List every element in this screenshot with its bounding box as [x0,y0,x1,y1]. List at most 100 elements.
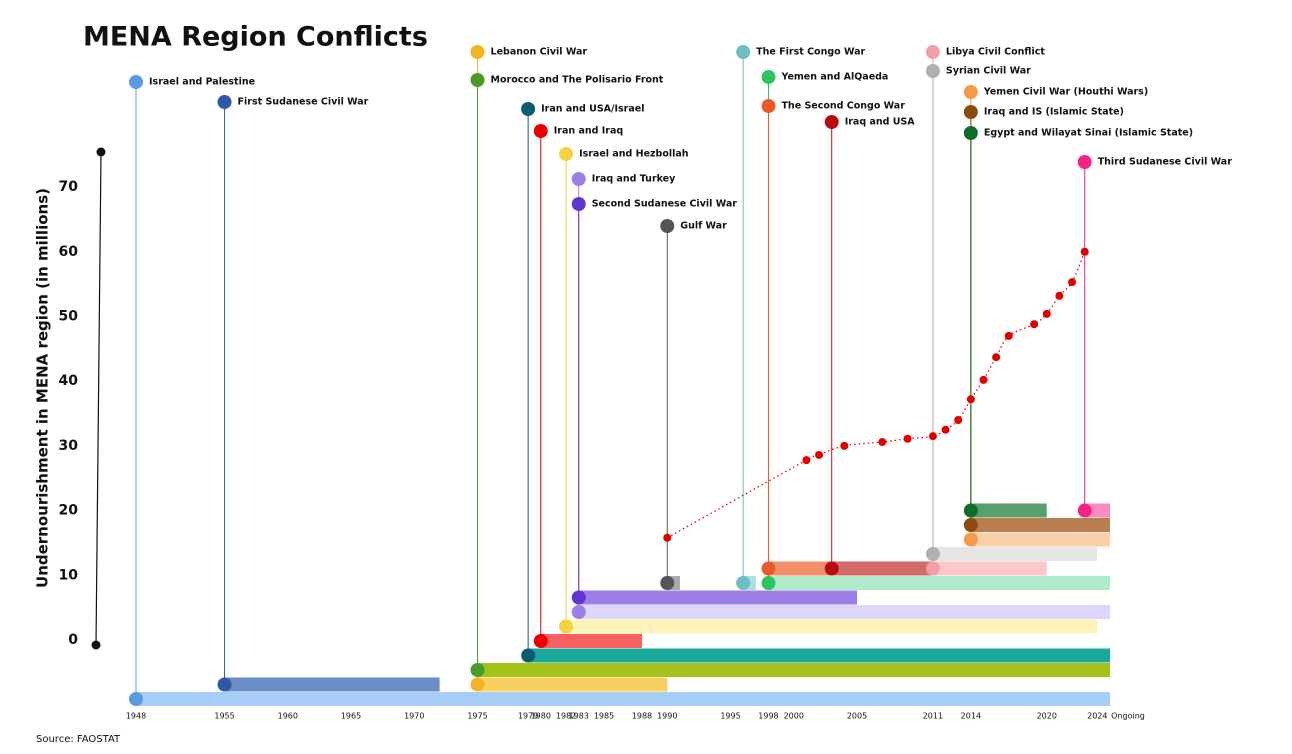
label-marker [571,197,586,211]
label-marker [925,64,940,78]
y-tick-label: 70 [59,179,79,195]
conflict-label: Syrian Civil War [946,66,1031,77]
data-point [903,434,912,443]
data-point [1042,309,1051,318]
conflict-bar [831,561,933,576]
conflict-label: Yemen Civil War (Houthi Wars) [983,87,1148,98]
conflict-label: Iraq and USA [845,117,916,128]
conflict-label: Third Sudanese Civil War [1098,157,1233,168]
conflict-label: Egypt and Wilayat Sinai (Islamic State) [984,128,1193,139]
conflict-label: Gulf War [680,221,727,232]
data-point [954,415,963,424]
undernourishment-line [666,251,1086,539]
conflict-start-marker [660,576,675,590]
conflict-label: Israel and Hezbollah [579,149,689,160]
conflict-label: Libya Civil Conflict [946,47,1045,58]
conflict-bar [477,677,668,692]
label-marker [660,219,675,233]
y-axis-label: Undernourishment in MENA region (in mill… [34,188,52,588]
conflict-start-marker [1077,503,1092,518]
x-tick-label: 1988 [632,712,652,721]
label-marker [736,45,751,59]
y-tick-label: 60 [59,244,79,260]
y-tick-label: 50 [59,308,79,324]
conflict-start-marker [129,692,143,706]
label-marker [533,124,548,138]
data-point [878,437,887,446]
label-marker [963,85,978,99]
x-tick-label: 1982 [556,712,576,721]
conflict-bar [528,648,1110,663]
source: Source: FAOSTAT [36,734,121,745]
label-marker [521,102,536,116]
conflict-start-marker [521,648,536,663]
conflict-start-marker [470,677,485,692]
x-tick-label: 1970 [404,712,424,721]
decor-dot [96,147,106,157]
label-marker [559,147,574,161]
label-marker [761,70,776,84]
conflict-bar [932,547,1098,561]
conflict-label: Yemen and AlQaeda [780,72,888,83]
conflict-bar [970,518,1110,532]
conflict-bar [136,692,1110,706]
label-marker [963,126,978,140]
conflict-label: Iraq and Turkey [592,174,676,185]
x-tick-label: 2005 [847,712,867,721]
decor-dot [91,640,101,650]
x-tick-label: 1979 [518,712,538,721]
conflict-label: First Sudanese Civil War [238,97,369,108]
conflict-bar [970,503,1047,518]
label-marker [129,75,143,89]
conflict-label: Iraq and IS (Islamic State) [984,107,1124,118]
conflict-label: Morocco and The Polisario Front [491,75,664,86]
label-marker [925,45,940,59]
conflict-start-marker [761,561,776,576]
y-tick-label: 40 [59,373,79,389]
x-tick-label: 1995 [720,712,740,721]
decor-line [95,151,102,646]
ongoing-label: Ongoing [1111,712,1145,721]
conflict-start-marker [963,518,978,532]
conflict-start-marker [736,576,751,590]
label-marker [470,73,485,87]
conflict-start-marker [571,590,586,605]
conflict-start-marker [761,576,776,590]
x-tick-label: 1980 [531,712,551,721]
y-tick-label: 20 [59,503,79,519]
conflict-start-marker [470,663,485,677]
x-tick-label: 1998 [758,712,778,721]
conflict-label: Second Sudanese Civil War [592,199,738,210]
conflict-label: Iran and USA/Israel [541,104,644,115]
label-marker [470,45,485,59]
x-tick-label: 2000 [784,712,804,721]
conflict-bar [566,619,1098,634]
conflict-bar [970,532,1110,547]
conflict-label: Israel and Palestine [149,77,255,88]
y-tick-label: 30 [59,438,79,454]
conflict-start-marker [925,561,940,576]
data-point [979,375,988,384]
data-point [663,533,672,542]
label-marker [824,115,839,129]
data-point [1055,291,1064,300]
conflict-label: The First Congo War [756,47,865,58]
conflict-bar [578,590,858,605]
data-point [1004,331,1013,340]
label-marker [761,99,776,113]
data-point [1080,247,1089,256]
conflict-start-marker [217,677,232,692]
conflict-start-marker [824,561,839,576]
conflict-bar [540,634,642,648]
conflict-bar [768,576,1110,590]
conflict-start-marker [963,503,978,518]
conflict-start-marker [533,634,548,648]
x-tick-label: 1965 [341,712,361,721]
data-point [941,425,950,434]
data-point [802,456,811,465]
data-point [1068,278,1077,287]
label-marker [571,172,586,186]
x-tick-label: 1948 [126,712,146,721]
conflict-start-marker [925,547,940,561]
